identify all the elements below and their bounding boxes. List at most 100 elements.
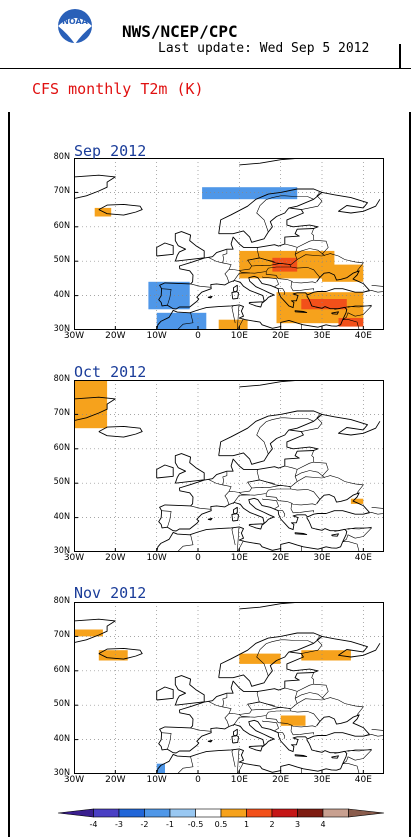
lat-label: 80N — [53, 374, 70, 384]
coastline — [306, 739, 348, 771]
lat-label: 80N — [53, 152, 70, 162]
coastline — [174, 231, 205, 262]
panel-title-oct: Oct 2012 — [74, 363, 147, 381]
legend-label: 2 — [269, 820, 275, 829]
lon-label: 20W — [105, 775, 126, 785]
country-border — [297, 228, 314, 248]
lon-label: 30E — [313, 775, 331, 785]
lat-label: 40N — [53, 733, 70, 744]
legend-label: 1 — [243, 820, 250, 829]
coastline — [218, 188, 323, 243]
country-border — [301, 192, 323, 210]
lon-label: 30W — [63, 775, 85, 785]
lon-label: 20E — [272, 775, 290, 785]
legend-label: -0.5 — [187, 820, 204, 829]
country-border — [280, 639, 314, 644]
country-border — [208, 257, 232, 283]
noaa-logo-icon: NOAA — [48, 8, 102, 44]
country-border — [290, 281, 314, 292]
svg-text:NOAA: NOAA — [62, 17, 88, 26]
country-border — [280, 195, 314, 200]
country-border — [363, 734, 384, 737]
coastline — [74, 174, 116, 200]
coastline — [331, 755, 339, 759]
anomaly-area — [239, 653, 281, 664]
anomaly-area — [301, 650, 351, 661]
lat-label: 70N — [53, 630, 70, 641]
coastline — [331, 311, 339, 315]
legend-swatch — [220, 808, 247, 818]
last-update-text: Last update: Wed Sep 5 2012 — [158, 41, 370, 56]
map-background — [74, 380, 384, 552]
coastline — [74, 618, 116, 644]
coastline — [321, 191, 381, 214]
country-border — [222, 471, 228, 485]
lon-label: 30E — [313, 553, 331, 563]
country-border — [251, 706, 292, 712]
country-border — [342, 319, 360, 330]
map-panel-sep — [74, 158, 384, 330]
country-border — [278, 732, 286, 739]
country-border — [313, 239, 329, 255]
header-divider — [399, 44, 401, 68]
lat-label: 30N — [53, 768, 70, 778]
coastline — [207, 739, 213, 743]
coastline — [158, 207, 370, 310]
coastline — [156, 748, 337, 774]
legend-swatch — [246, 808, 273, 818]
lon-label: 40E — [354, 331, 372, 341]
country-border — [371, 507, 384, 510]
country-border — [232, 494, 250, 504]
anomaly-area — [322, 264, 364, 282]
country-border — [347, 305, 372, 308]
country-border — [190, 505, 212, 510]
coastline — [248, 523, 263, 530]
country-border — [278, 510, 286, 517]
coastline — [294, 754, 308, 757]
lon-label: 20W — [105, 331, 126, 341]
coastline — [306, 295, 348, 327]
coastline — [294, 532, 308, 535]
map-frame — [74, 602, 384, 774]
anomaly-area — [156, 312, 207, 330]
country-border — [290, 503, 314, 514]
coastline — [98, 425, 143, 438]
anomaly-area — [301, 299, 347, 310]
legend-label: -4 — [89, 820, 98, 829]
country-border — [222, 249, 228, 263]
anomaly-area — [202, 187, 298, 200]
country-border — [297, 450, 314, 470]
lon-label: 30W — [63, 553, 85, 563]
country-border — [231, 527, 236, 546]
country-border — [232, 716, 250, 726]
anomaly-area — [98, 650, 128, 661]
country-border — [363, 290, 384, 293]
anomaly-area — [94, 207, 112, 217]
lon-label: 30E — [313, 331, 331, 341]
country-border — [371, 729, 384, 732]
country-border — [251, 262, 292, 268]
coastline — [156, 464, 174, 479]
country-border — [256, 639, 281, 677]
map-frame — [74, 380, 384, 552]
country-border — [297, 672, 314, 692]
lat-label: 70N — [53, 186, 70, 197]
country-border — [208, 701, 232, 727]
legend-swatch — [195, 808, 222, 818]
lat-label: 40N — [53, 289, 70, 300]
legend-swatch — [93, 808, 120, 818]
coastline — [233, 506, 238, 515]
country-border — [342, 541, 360, 552]
country-border — [363, 512, 384, 515]
coastline — [158, 651, 370, 754]
country-border — [342, 763, 360, 774]
coastline — [156, 686, 174, 701]
coastline — [218, 410, 323, 465]
legend-colorbar — [57, 808, 385, 818]
coastline — [231, 291, 239, 300]
country-border — [247, 479, 275, 484]
lon-label: 40E — [354, 775, 372, 785]
lon-label: 10W — [146, 775, 167, 785]
legend-swatch — [144, 808, 171, 818]
lon-label: 10W — [146, 553, 167, 563]
